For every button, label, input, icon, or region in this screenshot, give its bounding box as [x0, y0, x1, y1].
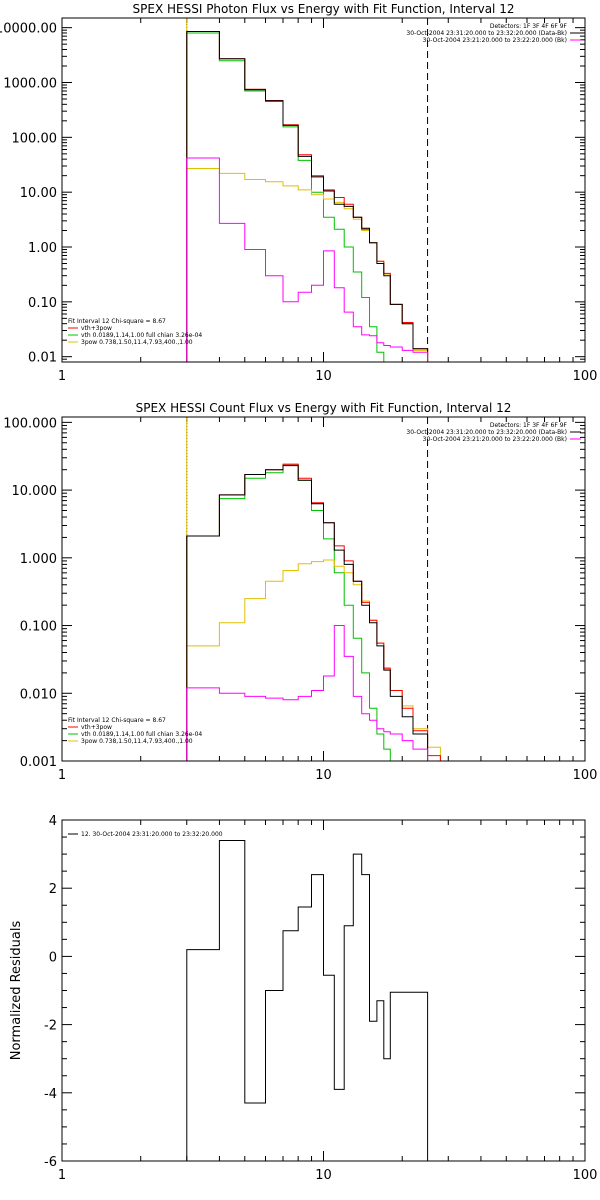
legend-label: Fit Interval 12 Chi-square = 8.67	[68, 717, 166, 724]
plot-frame	[61, 17, 586, 363]
info-text: 30-Oct-2004 23:31:20.000 to 23:32:20.000…	[406, 429, 567, 436]
info-text: 30-Oct-2004 23:21:20.000 to 23:22:20.000…	[423, 37, 567, 44]
series-line-4	[186, 31, 429, 362]
series-line-5	[186, 157, 429, 362]
info-text: Detectors: 1F 3F 4F 6F 9F	[490, 23, 568, 30]
y-tick-label: 100.000	[3, 416, 57, 431]
x-axis-ticks	[61, 820, 574, 1161]
y-tick-label: 10.00	[20, 186, 57, 201]
legend-label: vth 0.0189,1.14,1.00 full chian 3.26e-04	[81, 332, 202, 339]
y-tick-label: 1.00	[28, 241, 57, 256]
y-tick-label: 0.010	[20, 687, 57, 702]
series-line-2	[186, 168, 429, 362]
x-tick-label: 10	[315, 369, 332, 384]
y-tick-label: -4	[44, 1087, 57, 1102]
info-text: 30-Oct-2004 23:21:20.000 to 23:22:20.000…	[423, 436, 567, 443]
legend-label: vth+3pow	[81, 325, 112, 332]
x-axis-ticks	[61, 417, 574, 761]
y-tick-label: -6	[44, 1155, 57, 1170]
legend-label: 3pow 0.738,1.50,11.4,7.93,400.,1.00	[81, 738, 193, 745]
y-tick-label: 10000.00	[0, 22, 57, 37]
y-tick-label: 10.000	[12, 484, 58, 499]
x-tick-label: 100	[573, 768, 598, 783]
y-tick-label: 1000.00	[3, 76, 57, 91]
x-tick-label: 1	[58, 369, 66, 384]
legend-label: vth 0.0189,1.14,1.00 full chian 3.26e-04	[81, 731, 202, 738]
legend-label: 12. 30-Oct-2004 23:31:20.000 to 23:32:20…	[81, 831, 223, 838]
x-axis-ticks	[61, 18, 574, 362]
info-text: Detectors: 1F 3F 4F 6F 9F	[490, 422, 568, 429]
legend-label: vth+3pow	[81, 724, 112, 731]
y-tick-label: 0	[49, 950, 57, 965]
series-line-3	[186, 463, 441, 761]
legend-label: Fit Interval 12 Chi-square = 8.67	[68, 318, 166, 325]
series-line-1	[186, 32, 385, 362]
chart-title: SPEX HESSI Photon Flux vs Energy with Fi…	[133, 2, 515, 16]
y-tick-label: 100.00	[12, 131, 58, 146]
plot-area	[186, 417, 441, 761]
plot-frame	[61, 819, 586, 1162]
y-tick-label: 0.10	[28, 296, 57, 311]
chart-panel-2: SPEX HESSI Count Flux vs Energy with Fit…	[3, 401, 597, 783]
y-tick-label: 1.000	[20, 552, 57, 567]
y-tick-label: 0.001	[20, 755, 57, 770]
y-axis-label: Normalized Residuals	[9, 921, 24, 1061]
x-tick-label: 100	[573, 1168, 598, 1183]
y-tick-label: -2	[44, 1019, 57, 1034]
plot-area	[186, 840, 429, 1161]
info-text: 30-Oct-2004 23:31:20.000 to 23:32:20.000…	[406, 30, 567, 37]
y-axis-ticks	[62, 819, 585, 1162]
chart-panel-3: Normalized Residuals 1 10 100 -6 -4 -2 0 2 4 12. 3…	[9, 814, 597, 1183]
y-axis-ticks	[62, 27, 585, 363]
plot-frame	[61, 416, 586, 762]
series-line-4	[186, 465, 429, 761]
series-line-1	[186, 840, 429, 1161]
legend-label: 3pow 0.738,1.50,11.4,7.93,400.,1.00	[81, 339, 193, 346]
chart-panel-1: SPEX HESSI Photon Flux vs Energy with Fi…	[0, 2, 597, 384]
plot-area	[186, 18, 429, 362]
x-tick-label: 1	[58, 768, 66, 783]
y-tick-label: 4	[49, 814, 57, 829]
x-tick-label: 1	[58, 1168, 66, 1183]
x-tick-label: 10	[315, 1168, 332, 1183]
x-tick-label: 100	[573, 369, 598, 384]
chart-title: SPEX HESSI Count Flux vs Energy with Fit…	[136, 401, 512, 415]
series-line-3	[186, 31, 429, 362]
y-tick-label: 0.01	[28, 351, 57, 366]
y-tick-label: 2	[49, 882, 57, 897]
series-line-1	[186, 463, 391, 761]
y-axis-ticks	[62, 421, 585, 762]
x-tick-label: 10	[315, 768, 332, 783]
y-tick-label: 0.100	[20, 620, 57, 635]
series-line-5	[186, 625, 429, 761]
